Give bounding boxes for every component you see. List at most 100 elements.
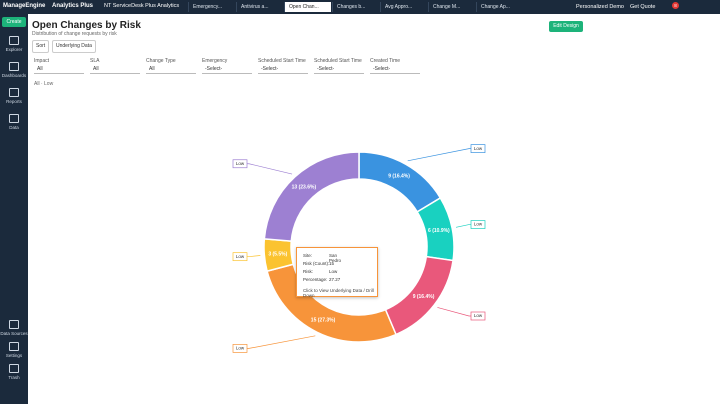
pie-slice [263, 151, 360, 242]
sidebar-item[interactable]: Trash [0, 364, 28, 380]
tooltip-key: Risk: [303, 269, 313, 274]
sort-button[interactable]: Sort [32, 40, 50, 53]
callout-line [455, 224, 471, 228]
sidebar-icon [9, 342, 19, 351]
tooltip-value: 15 [329, 261, 335, 266]
filter-value: -Select- [202, 65, 252, 74]
filter[interactable]: Change Type All [146, 58, 196, 74]
top-bar: ManageEngine Analytics Plus NT ServiceDe… [0, 0, 720, 14]
filter[interactable]: Impact All [34, 58, 84, 74]
callout-line [437, 307, 471, 317]
callout-box [470, 311, 486, 321]
filter-value: -Select- [314, 65, 364, 74]
pie-slice [358, 151, 442, 213]
tab[interactable]: Antivirus a... [236, 2, 283, 12]
sidebar-label: Data [9, 125, 19, 130]
sidebar-icon [9, 62, 19, 71]
demo-link[interactable]: Personalized Demo [576, 4, 624, 10]
callout-line [407, 148, 471, 162]
filter[interactable]: Scheduled Start Time -Select- [258, 58, 308, 74]
callout-line [247, 335, 316, 349]
tab[interactable]: Avg Appro... [380, 2, 427, 12]
callout-label: Low [236, 161, 245, 166]
quote-link[interactable]: Get Quote [630, 4, 656, 10]
breadcrumb: All · Low [34, 81, 54, 87]
report-title: Open Changes by Risk [32, 20, 141, 31]
filter-label: Impact [34, 58, 50, 64]
edit-design-button[interactable]: Edit Design [549, 21, 583, 32]
sidebar-label: Trash [8, 375, 20, 380]
callout-label: Low [236, 254, 245, 259]
sidebar-icon [9, 36, 19, 45]
tab[interactable]: Change M... [428, 2, 475, 12]
tooltip-value: Low [329, 269, 338, 274]
sidebar-item[interactable]: Dashboards [0, 62, 28, 78]
workspace[interactable]: NT ServiceDesk Plus Analytics [104, 3, 180, 9]
sidebar-item[interactable]: Reports [0, 88, 28, 104]
tooltip: Click to View Underlying Data / Drill Do… [296, 247, 378, 298]
value-label: 13 (23.6%) [292, 184, 317, 190]
callout-box [232, 159, 248, 169]
filter-label: SLA [90, 58, 100, 64]
underlying-data-button[interactable]: Underlying Data [52, 40, 96, 53]
filter[interactable]: Emergency -Select- [202, 58, 252, 74]
tooltip-row: Site: San Pedro [303, 253, 341, 263]
callout-label: Low [474, 146, 483, 151]
breadcrumb-item[interactable]: All [34, 81, 40, 87]
sidebar-item[interactable]: Data [0, 114, 28, 130]
value-label: 3 (5.5%) [268, 251, 287, 257]
tab[interactable]: Changes b... [332, 2, 379, 12]
create-button[interactable]: Create [2, 17, 26, 27]
callout-box [470, 144, 486, 153]
filter-value: All [90, 65, 140, 74]
filter-label: Created Time [370, 58, 401, 64]
sidebar-icon [9, 114, 19, 123]
tooltip-value: San Pedro [329, 253, 342, 263]
sidebar-label: Explorer [5, 47, 23, 52]
value-label: 9 (16.4%) [413, 294, 435, 300]
filter-value: All [34, 65, 84, 74]
filter[interactable]: Created Time -Select- [370, 58, 420, 74]
callout-line [247, 255, 261, 258]
tab[interactable]: Emergency... [188, 2, 235, 12]
tooltip-key: Site: [303, 253, 313, 258]
sidebar-icon [9, 364, 19, 373]
breadcrumb-item[interactable]: Low [44, 81, 54, 87]
filter-label: Emergency [202, 58, 228, 64]
tab[interactable]: Open Chan... [284, 2, 331, 12]
tooltip-row: Risk (Count): 15 [303, 261, 334, 266]
sidebar-icon [9, 320, 19, 329]
callout-box [470, 220, 486, 229]
sidebar-item[interactable]: Settings [0, 342, 28, 358]
callout-box [232, 344, 248, 353]
callout-box [232, 252, 248, 262]
filter[interactable]: Scheduled Start Time -Select- [314, 58, 364, 74]
filter-value: -Select- [258, 65, 308, 74]
filter-value: -Select- [370, 65, 420, 74]
tooltip-row: Risk: Low [303, 269, 337, 274]
filter[interactable]: SLA All [90, 58, 140, 74]
value-label: 6 (10.9%) [428, 228, 450, 234]
sidebar-icon [9, 88, 19, 97]
sidebar-label: Dashboards [1, 73, 27, 78]
sidebar-label: Settings [5, 353, 23, 358]
tooltip-value: 27.27 [329, 277, 341, 282]
callout-line [247, 163, 293, 175]
callout-label: Low [474, 222, 483, 227]
sidebar-item[interactable]: Explorer [0, 36, 28, 52]
filter-label: Scheduled Start Time [314, 58, 362, 64]
filter-label: Scheduled Start Time [258, 58, 306, 64]
tooltip-footer[interactable]: Click to View Underlying Data / Drill Do… [303, 288, 374, 298]
notification-badge[interactable]: 8 [672, 2, 679, 9]
tooltip-key: Percentage: [303, 277, 328, 282]
sidebar-item[interactable]: Data Sources [0, 320, 28, 336]
callout-label: Low [474, 313, 483, 318]
callout-label: Low [236, 346, 245, 351]
sidebar-label: Reports [6, 99, 22, 104]
tab[interactable]: Change Ap... [476, 2, 523, 12]
value-label: 15 (27.3%) [311, 317, 336, 323]
brand: ManageEngine [3, 3, 46, 9]
sidebar-label: Data Sources [0, 331, 28, 336]
product: Analytics Plus [52, 3, 94, 9]
sidebar: Create Explorer Dashboards Reports Data Data… [0, 14, 28, 404]
